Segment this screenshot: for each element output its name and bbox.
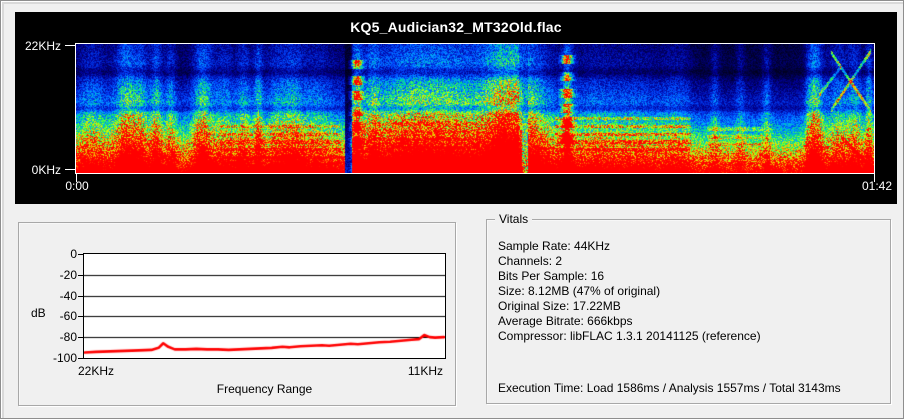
freq-ytick-mark <box>78 296 83 297</box>
spectrogram-ylabel-bottom: 0KHz <box>31 163 61 177</box>
spectrogram-time-start: 0:00 <box>65 179 89 193</box>
freq-xlabel: Frequency Range <box>216 382 313 396</box>
freq-ylabel: dB <box>31 306 46 320</box>
spectrogram-plot-area <box>75 43 875 174</box>
frequency-chart-canvas <box>84 254 445 358</box>
spectrogram-ytick-bottom <box>65 169 75 170</box>
spectrogram-xtick-start <box>76 174 77 182</box>
freq-ytick-mark <box>78 316 83 317</box>
freq-ytick-mark <box>78 254 83 255</box>
vitals-channels: Channels: 2 <box>498 254 563 268</box>
spectrogram-ytick-top <box>65 45 75 46</box>
freq-ytick-100: -100 <box>52 351 77 365</box>
vitals-compressor: Compressor: libFLAC 1.3.1 20141125 (refe… <box>498 329 761 343</box>
spectrogram-title: KQ5_Audician32_MT32Old.flac <box>350 19 562 35</box>
freq-ytick-20: -20 <box>59 268 77 282</box>
vitals-average-bitrate: Average Bitrate: 666kbps <box>498 314 633 328</box>
vitals-size: Size: 8.12MB (47% of original) <box>498 284 661 298</box>
freq-ytick-mark <box>78 358 83 359</box>
freq-xtick-22khz: 22KHz <box>78 364 115 378</box>
freq-xtick-11khz: 11KHz <box>407 364 443 378</box>
freq-ytick-80: -80 <box>59 330 77 344</box>
freq-ytick-40: -40 <box>59 289 77 303</box>
freq-ytick-mark <box>78 275 83 276</box>
freq-ytick-60: -60 <box>59 309 77 323</box>
freq-ytick-mark <box>78 337 83 338</box>
vitals-original-size: Original Size: 17.22MB <box>498 299 621 313</box>
vitals-legend: Vitals <box>495 212 533 226</box>
spectrogram-panel: KQ5_Audician32_MT32Old.flac 22KHz 0KHz 0… <box>15 12 897 204</box>
spectrogram-ylabel-top: 22KHz <box>24 39 61 53</box>
frequency-chart-box: 0 -20 -40 -60 -80 -100 dB 22KHz 11KHz Fr… <box>18 222 456 406</box>
spectrogram-time-end: 01:42 <box>861 179 893 193</box>
vitals-panel: Vitals Sample Rate: 44KHz Channels: 2 Bi… <box>486 212 891 404</box>
vitals-sample-rate: Sample Rate: 44KHz <box>498 239 611 253</box>
frequency-chart-plot-area <box>83 253 446 359</box>
vitals-bits-per-sample: Bits Per Sample: 16 <box>498 269 605 283</box>
freq-ytick-0: 0 <box>70 247 77 261</box>
spectrogram-xtick-end <box>874 174 875 182</box>
vitals-lines: Sample Rate: 44KHz Channels: 2 Bits Per … <box>498 239 761 344</box>
vitals-execution-time: Execution Time: Load 1586ms / Analysis 1… <box>498 381 841 395</box>
spectrogram-canvas <box>76 44 874 173</box>
